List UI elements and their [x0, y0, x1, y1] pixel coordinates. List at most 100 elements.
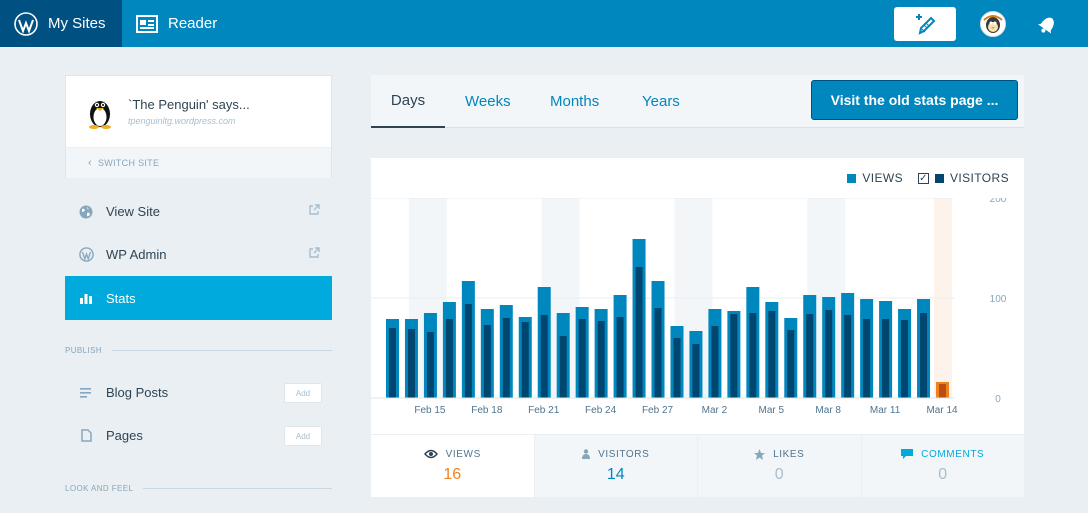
notifications-button[interactable] — [1036, 12, 1060, 36]
y-tick-label: 0 — [995, 394, 1001, 405]
person-icon — [582, 449, 591, 459]
sidebar-item-stats[interactable]: Stats — [65, 276, 332, 320]
x-tick-label: Mar 11 — [870, 405, 901, 416]
comment-icon — [901, 448, 914, 460]
stat-label-views: VIEWS — [445, 448, 481, 460]
publish-heading-label: PUBLISH — [65, 346, 103, 355]
stat-value-likes: 0 — [774, 465, 784, 483]
my-sites-button[interactable]: My Sites — [0, 0, 122, 47]
visitors-bar — [768, 311, 776, 398]
stat-label-likes: LIKES — [773, 448, 805, 460]
views-swatch — [847, 173, 857, 183]
write-button[interactable] — [894, 6, 956, 41]
globe-icon — [78, 204, 94, 220]
chevron-left-icon: ‹ — [88, 157, 92, 169]
x-tick-label: Mar 5 — [759, 405, 785, 416]
stat-tab-visitors[interactable]: VISITORS 14 — [533, 435, 697, 497]
sidebar-item-label: Blog Posts — [106, 385, 169, 400]
x-tick-label: Feb 27 — [642, 405, 674, 416]
chart-legend: VIEWS ✓ VISITORS — [847, 171, 1009, 185]
stat-label-visitors: VISITORS — [598, 448, 650, 460]
visitors-bar — [673, 338, 681, 398]
visitors-swatch — [935, 173, 944, 183]
x-tick-label: Feb 15 — [414, 405, 446, 416]
x-tick-label: Feb 21 — [528, 405, 560, 416]
tab-years[interactable]: Years — [642, 93, 680, 110]
wordpress-logo-icon — [14, 11, 38, 36]
stat-tabs: VIEWS 16 VISITORS 14 LIKES 0 — [371, 434, 1024, 497]
visitors-bar — [426, 332, 434, 398]
penguin-site-icon — [89, 100, 111, 129]
posts-icon — [78, 385, 94, 401]
avatar[interactable] — [980, 10, 1006, 37]
stat-value-views: 16 — [443, 465, 462, 483]
tab-weeks[interactable]: Weeks — [465, 93, 511, 110]
visitors-bar — [901, 320, 909, 398]
stat-tab-comments[interactable]: COMMENTS 0 — [860, 435, 1024, 497]
masterbar: My Sites Reader — [0, 0, 1088, 47]
visitors-bar — [692, 344, 700, 398]
visitors-checkbox[interactable]: ✓ — [918, 172, 929, 184]
visitors-bar — [502, 318, 510, 398]
page-icon — [78, 428, 94, 444]
sidebar-item-wp-admin[interactable]: WP Admin — [65, 233, 332, 276]
site-card: `The Penguin' says... tpenguinltg.wordpr… — [65, 75, 332, 178]
visitors-bar — [616, 317, 624, 398]
period-nav: Days Weeks Months Years Visit the old st… — [371, 75, 1024, 128]
visitors-bar — [483, 325, 491, 398]
sidebar-item-label: Pages — [106, 428, 143, 443]
tab-days[interactable]: Days — [371, 75, 445, 128]
sidebar-item-label: Stats — [106, 290, 136, 306]
legend-visitors: VISITORS — [950, 171, 1009, 185]
visitors-bar — [920, 313, 928, 398]
stat-value-visitors: 14 — [606, 465, 625, 483]
stat-tab-likes[interactable]: LIKES 0 — [697, 435, 861, 497]
sidebar-item-pages[interactable]: Pages Add — [65, 414, 332, 457]
avatar-image — [982, 12, 1004, 35]
reader-button[interactable]: Reader — [122, 0, 231, 47]
stats-icon — [78, 290, 94, 306]
write-icon — [916, 13, 936, 35]
visitors-bar — [521, 322, 529, 398]
add-page-button[interactable]: Add — [284, 426, 322, 446]
switch-site-button[interactable]: ‹ SWITCH SITE — [66, 147, 331, 178]
visitors-bar — [445, 319, 453, 398]
x-tick-label: Mar 14 — [926, 405, 958, 416]
x-tick-label: Mar 8 — [815, 405, 841, 416]
look-and-feel-label: LOOK AND FEEL — [65, 484, 134, 493]
external-link-icon — [308, 204, 320, 219]
visitors-bar — [711, 326, 719, 398]
sidebar-item-view-site[interactable]: View Site — [65, 190, 332, 233]
sidebar-item-label: View Site — [106, 204, 160, 219]
switch-site-label: SWITCH SITE — [97, 158, 160, 168]
publish-heading: PUBLISH — [65, 346, 332, 355]
star-icon — [754, 448, 766, 460]
visitors-bar — [407, 329, 415, 398]
wordpress-icon — [78, 247, 94, 263]
legend-views: VIEWS — [862, 171, 903, 185]
add-post-button[interactable]: Add — [284, 383, 322, 403]
visitors-bar — [540, 315, 548, 398]
visitors-bar — [559, 336, 567, 398]
site-title: `The Penguin' says... — [128, 97, 250, 112]
sidebar-item-blog-posts[interactable]: Blog Posts Add — [65, 371, 332, 414]
visitors-bar — [578, 319, 586, 398]
visitors-bar — [806, 314, 814, 398]
reader-icon — [136, 14, 158, 33]
visitors-bar — [749, 313, 757, 398]
visitors-bar — [597, 321, 605, 398]
my-sites-label: My Sites — [48, 15, 106, 32]
stats-chart-card: VIEWS ✓ VISITORS 0 100 200 Feb 15 Feb 18 Feb … — [371, 158, 1024, 497]
visitors-bar — [787, 330, 795, 398]
bell-icon — [1038, 17, 1054, 34]
stat-tab-views[interactable]: VIEWS 16 — [371, 435, 534, 497]
current-site[interactable]: `The Penguin' says... tpenguinltg.wordpr… — [66, 76, 331, 147]
y-tick-label: 200 — [990, 198, 1007, 205]
tab-months[interactable]: Months — [550, 93, 600, 110]
x-tick-label: Feb 18 — [471, 405, 503, 416]
sidebar-item-label: WP Admin — [106, 247, 167, 262]
old-stats-button[interactable]: Visit the old stats page ... — [811, 80, 1018, 120]
visitors-bar — [730, 314, 738, 398]
bar-chart: 0 100 200 Feb 15 Feb 18 Feb 21 Feb 24 Feb 27 Mar… — [371, 198, 1007, 416]
visitors-bar — [844, 315, 852, 398]
